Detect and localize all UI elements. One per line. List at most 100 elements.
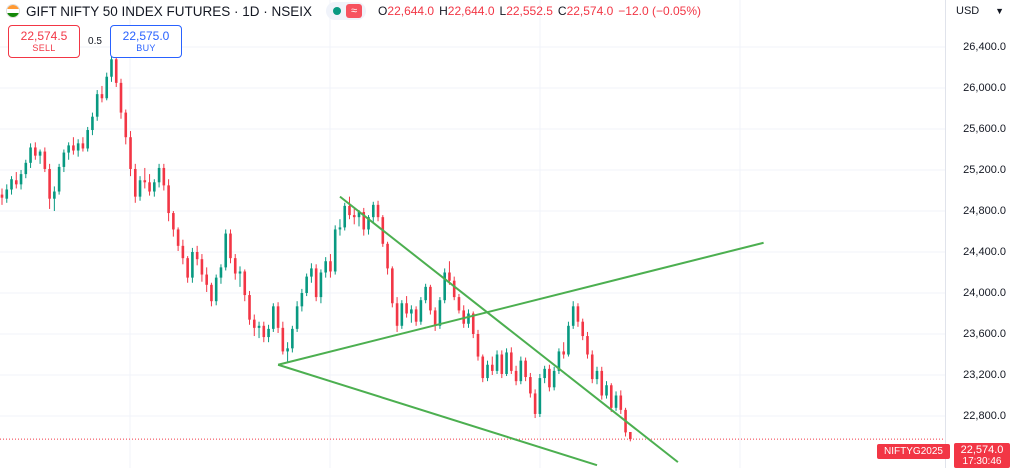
candle-body xyxy=(524,360,527,378)
candle-body xyxy=(219,267,223,278)
candle-body xyxy=(257,325,261,328)
candle xyxy=(457,294,461,314)
candles xyxy=(0,54,632,442)
price-axis[interactable]: 26,400.0 26,000.0 25,600.0 25,200.0 24,800.0… xyxy=(945,0,1012,468)
candle-body xyxy=(91,116,94,131)
trendlines[interactable] xyxy=(277,195,764,467)
candle xyxy=(452,276,456,301)
candle xyxy=(138,176,142,201)
candle-body xyxy=(57,166,61,192)
candle xyxy=(29,143,32,168)
candle xyxy=(467,309,470,328)
candle xyxy=(133,163,137,203)
buy-button[interactable]: 22,575.0 BUY xyxy=(110,25,182,58)
candle-body xyxy=(248,295,251,320)
candle-body xyxy=(391,268,394,304)
candle xyxy=(100,85,104,103)
candle-body xyxy=(167,185,170,214)
candle xyxy=(371,201,375,223)
chevron-down-icon: ▼ xyxy=(995,6,1004,16)
candle xyxy=(114,55,118,87)
candle-body xyxy=(176,229,180,246)
candle-body xyxy=(300,293,304,307)
candle xyxy=(333,225,337,275)
candle-body xyxy=(395,303,399,326)
candle-body xyxy=(576,306,580,322)
candle xyxy=(195,245,199,266)
symbol-title[interactable]: GIFT NIFTY 50 INDEX FUTURES · 1D · NSEIX xyxy=(26,3,313,19)
candle-body xyxy=(133,168,137,197)
candle-body xyxy=(586,336,589,355)
candle-body xyxy=(548,368,551,388)
candle xyxy=(391,266,394,308)
open-label: O xyxy=(378,4,388,18)
candle-body xyxy=(181,245,185,259)
candle xyxy=(34,142,37,160)
candle xyxy=(590,350,594,384)
market-status-pill[interactable]: ≈ xyxy=(326,2,367,20)
candle-body xyxy=(476,334,480,357)
price-tick-label: 24,400.0 xyxy=(963,246,1006,258)
candle-body xyxy=(43,151,47,169)
candle xyxy=(567,321,570,357)
candle-body xyxy=(291,328,294,349)
candle-body xyxy=(67,145,70,153)
candle-body xyxy=(224,233,228,268)
candle-body xyxy=(272,306,275,329)
candle-body xyxy=(195,252,199,260)
candle-body xyxy=(14,180,18,185)
candle xyxy=(529,372,532,398)
candle-body xyxy=(448,272,451,281)
candle xyxy=(533,389,537,419)
candle xyxy=(305,273,308,297)
candle-body xyxy=(200,259,204,275)
candle-body xyxy=(386,243,389,269)
candle-body xyxy=(376,204,380,218)
candlestick-chart[interactable] xyxy=(0,0,945,468)
buy-label: BUY xyxy=(136,43,156,53)
chart-area[interactable] xyxy=(0,0,945,468)
sell-label: SELL xyxy=(32,43,56,53)
candle-body xyxy=(510,352,513,371)
candle xyxy=(300,288,304,312)
candle xyxy=(362,207,366,236)
candle-body xyxy=(490,364,494,371)
open-value: 22,644.0 xyxy=(387,4,435,18)
low-value: 22,552.5 xyxy=(506,4,553,18)
candle-body xyxy=(229,233,232,259)
candle xyxy=(200,254,204,282)
candle-body xyxy=(286,348,289,352)
candle xyxy=(257,321,261,339)
candle-body xyxy=(571,306,575,326)
price-tick-label: 26,400.0 xyxy=(963,41,1006,53)
candle-body xyxy=(357,212,361,218)
candle xyxy=(10,176,13,195)
sell-button[interactable]: 22,574.5 SELL xyxy=(8,25,80,58)
candle xyxy=(53,186,56,211)
candle xyxy=(219,264,223,284)
candle xyxy=(619,390,623,414)
candle xyxy=(272,303,275,332)
candle xyxy=(86,126,89,152)
candle xyxy=(609,383,613,412)
candle xyxy=(248,290,251,325)
candle-body xyxy=(143,180,147,183)
candle xyxy=(424,283,427,304)
candle xyxy=(172,211,175,237)
candle-body xyxy=(500,354,504,374)
candle-body xyxy=(162,167,166,186)
candle-body xyxy=(419,300,423,322)
candle-body xyxy=(29,147,32,163)
candle-body xyxy=(410,309,413,314)
candle xyxy=(167,179,170,222)
candle xyxy=(76,139,80,157)
price-tick-label: 25,600.0 xyxy=(963,123,1006,135)
candle-body xyxy=(443,272,446,301)
candle-body xyxy=(262,325,266,338)
currency-select[interactable]: USD ▼ xyxy=(952,1,1008,21)
candle xyxy=(238,266,242,287)
candle-body xyxy=(362,212,366,230)
candle-body xyxy=(205,274,208,285)
candle xyxy=(57,163,61,195)
candle-body xyxy=(367,217,370,230)
